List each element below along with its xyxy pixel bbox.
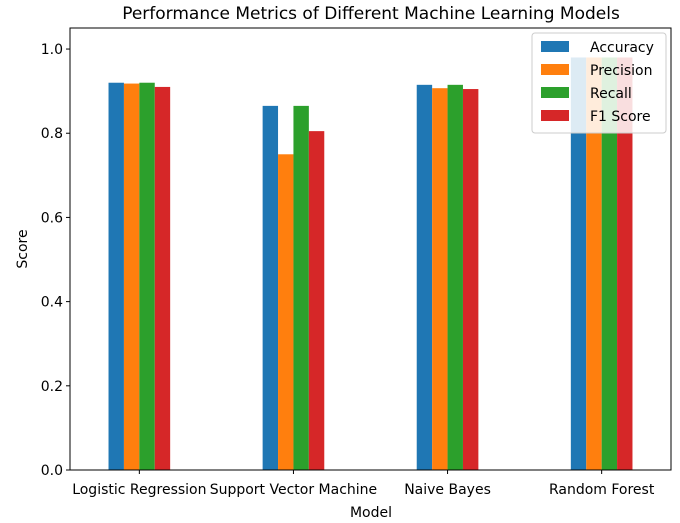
bar-precision bbox=[586, 57, 602, 470]
bar-recall bbox=[293, 105, 309, 470]
bar-precision bbox=[278, 154, 294, 471]
legend-label: Recall bbox=[590, 86, 632, 102]
y-tick-label: 0.0 bbox=[41, 463, 63, 479]
y-tick-label: 0.6 bbox=[41, 210, 63, 226]
legend: Accuracy Precision Recall F1 Score bbox=[531, 32, 667, 134]
legend-swatch bbox=[541, 110, 569, 121]
bar-recall bbox=[601, 57, 618, 470]
legend-label: Precision bbox=[590, 63, 652, 79]
bar-f1-score bbox=[617, 57, 633, 470]
x-axis-ticks: Logistic Regression Support Vector Machin… bbox=[72, 470, 655, 498]
legend-frame bbox=[531, 32, 667, 134]
x-tick-label: Support Vector Machine bbox=[210, 482, 377, 498]
bar-f1-score bbox=[462, 89, 479, 471]
bar-accuracy bbox=[416, 84, 433, 470]
legend-swatch bbox=[541, 64, 569, 75]
x-axis-label: Model bbox=[350, 505, 392, 521]
bar-precision bbox=[432, 88, 448, 470]
y-tick-label: 1.0 bbox=[41, 42, 63, 58]
y-tick-label: 0.8 bbox=[41, 126, 63, 142]
plot-frame bbox=[69, 27, 672, 471]
bar-f1-score bbox=[154, 86, 171, 470]
bar-f1-score bbox=[308, 131, 325, 470]
y-tick-label: 0.2 bbox=[41, 379, 63, 395]
bar-precision bbox=[123, 83, 140, 471]
x-tick-label: Logistic Regression bbox=[72, 482, 206, 498]
x-tick-label: Random Forest bbox=[549, 482, 655, 498]
legend-label: F1 Score bbox=[590, 109, 651, 125]
y-axis-label: Score bbox=[15, 229, 31, 268]
bar-recall bbox=[139, 82, 155, 470]
legend-swatch bbox=[541, 87, 569, 98]
bar-accuracy bbox=[262, 105, 279, 470]
y-axis-ticks: 0.0 0.2 0.4 0.6 0.8 1.0 bbox=[41, 42, 70, 479]
chart-title: Performance Metrics of Different Machine… bbox=[122, 4, 620, 24]
y-tick-label: 0.4 bbox=[41, 295, 63, 311]
bar-recall bbox=[447, 84, 463, 470]
legend-swatch bbox=[541, 41, 569, 52]
bar-accuracy bbox=[570, 57, 587, 470]
bars-group bbox=[108, 57, 633, 471]
x-tick-label: Naive Bayes bbox=[404, 482, 491, 498]
legend-label: Accuracy bbox=[590, 40, 654, 56]
bar-accuracy bbox=[108, 82, 124, 470]
